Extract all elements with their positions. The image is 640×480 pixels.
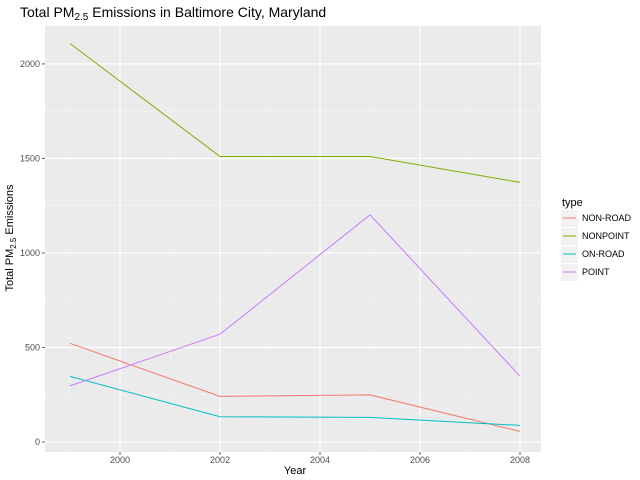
plot-panel	[45, 26, 541, 452]
x-axis: 2000 2002 2004 2006 2008	[110, 452, 530, 465]
y-tick-label: 1000	[20, 248, 40, 258]
y-tick-label: 2000	[20, 59, 40, 69]
x-tick-label: 2000	[110, 455, 130, 465]
series-line-nonpoint	[69, 43, 521, 183]
legend: type NON-ROAD NONPOINT ON-ROAD POINT	[561, 197, 631, 281]
x-tick-label: 2008	[510, 455, 530, 465]
legend-label-nonpoint: NONPOINT	[582, 231, 630, 241]
x-tick-label: 2002	[210, 455, 230, 465]
legend-label-point: POINT	[582, 267, 610, 277]
y-tick-label: 500	[25, 342, 40, 352]
y-axis-title: Total PM2.5 Emissions	[4, 184, 18, 292]
series-line-point	[69, 214, 521, 387]
major-gridlines	[45, 26, 541, 452]
minor-gridlines	[45, 26, 541, 452]
series-lines	[69, 43, 521, 432]
x-tick-label: 2004	[310, 455, 330, 465]
series-line-on-road	[69, 375, 521, 426]
legend-label-on-road: ON-ROAD	[582, 249, 625, 259]
legend-title: type	[562, 197, 583, 209]
legend-label-non-road: NON-ROAD	[582, 213, 631, 223]
y-axis: 0 500 1000 1500 2000	[20, 59, 45, 447]
chart-title: Total PM2.5 Emissions in Baltimore City,…	[20, 4, 326, 23]
y-tick-label: 0	[35, 437, 40, 447]
x-tick-label: 2006	[410, 455, 430, 465]
y-tick-label: 1500	[20, 153, 40, 163]
series-line-non-road	[69, 342, 521, 432]
x-axis-title: Year	[284, 465, 307, 477]
